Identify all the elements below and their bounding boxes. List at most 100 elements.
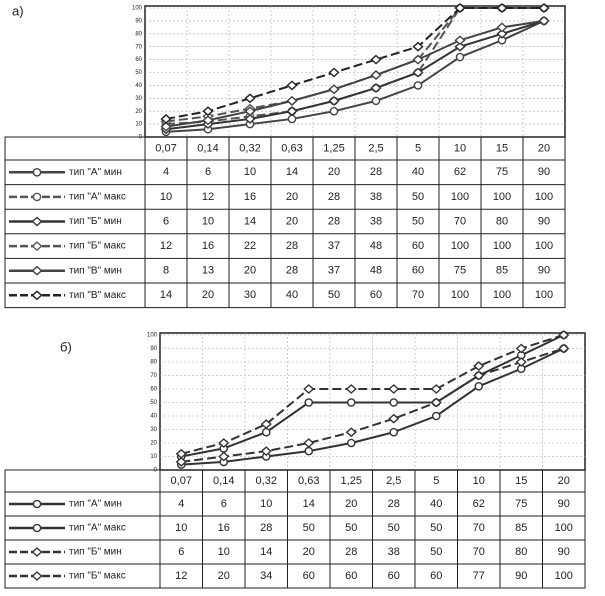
marker (31, 571, 43, 581)
y-tick-label: 80 (150, 360, 157, 366)
y-tick-label: 10 (150, 454, 157, 460)
table-cell: 50 (303, 522, 315, 534)
table-cell: 62 (473, 498, 485, 510)
table-cell: 10 (244, 166, 256, 178)
table-cell: 10 (175, 522, 187, 534)
marker (160, 121, 172, 132)
table-cell: 90 (538, 215, 550, 227)
legend-label: тип "Б" макс (69, 571, 126, 582)
marker (430, 397, 442, 408)
table-cell: 100 (451, 191, 469, 203)
y-tick-label: 30 (150, 427, 157, 433)
marker (346, 398, 356, 407)
table-cell: 13 (202, 265, 214, 277)
y-tick-label: 40 (135, 83, 142, 89)
y-tick-label: 100 (147, 333, 158, 339)
table-cell: 12 (202, 191, 214, 203)
legend-label: тип "А" мин (69, 167, 122, 178)
marker (345, 384, 357, 394)
table-cell: 75 (454, 265, 466, 277)
table-cell: 48 (370, 240, 382, 252)
marker (389, 398, 399, 407)
marker (31, 216, 43, 227)
x-tick-label: 2,5 (368, 142, 383, 154)
table-cell: 6 (163, 215, 169, 227)
table-cell: 90 (558, 498, 570, 510)
legend-label: тип "А" мин (69, 499, 122, 510)
table-cell: 100 (555, 570, 573, 582)
marker (160, 114, 172, 124)
marker (430, 384, 442, 394)
table-cell: 85 (515, 522, 527, 534)
table-cell: 16 (244, 191, 256, 203)
table-cell: 70 (454, 215, 466, 227)
marker (412, 67, 424, 78)
series-line (181, 347, 565, 463)
marker (371, 96, 381, 106)
table-cell: 14 (244, 215, 256, 227)
table-cell: 28 (286, 240, 298, 252)
table-cell: 20 (286, 191, 298, 203)
legend-label: тип "А" макс (69, 523, 126, 534)
table-cell: 6 (205, 166, 211, 178)
marker (431, 411, 441, 421)
series-line (181, 334, 565, 458)
marker (454, 35, 466, 46)
y-tick-label: 20 (150, 441, 157, 447)
table-cell: 28 (260, 522, 272, 534)
marker (202, 106, 214, 117)
marker (558, 343, 570, 354)
table-cell: 100 (535, 289, 553, 301)
x-tick-label: 5 (415, 142, 421, 154)
table-cell: 28 (370, 166, 382, 178)
table-cell: 77 (473, 570, 485, 582)
y-tick-label: 10 (135, 122, 142, 128)
marker (175, 448, 187, 459)
table-cell: 20 (303, 546, 315, 558)
series-line (165, 19, 545, 131)
table-cell: 37 (328, 265, 340, 277)
marker (388, 384, 400, 394)
x-tick-label: 20 (538, 142, 550, 154)
table-cell: 8 (163, 265, 169, 277)
marker (286, 106, 298, 117)
table-cell: 100 (493, 289, 511, 301)
table-cell: 20 (345, 498, 357, 510)
marker (202, 115, 214, 126)
marker (175, 456, 187, 467)
y-tick-label: 40 (150, 414, 157, 420)
table-cell: 28 (328, 191, 340, 203)
marker (538, 15, 550, 26)
table-cell: 100 (555, 522, 573, 534)
marker (370, 83, 382, 93)
marker (454, 3, 466, 13)
marker (260, 446, 272, 457)
series-line (181, 334, 565, 455)
marker (328, 84, 340, 95)
table-cell: 20 (286, 215, 298, 227)
marker (304, 398, 314, 407)
table-cell: 100 (493, 240, 511, 252)
table-cell: 20 (328, 166, 340, 178)
table-cell: 6 (221, 498, 227, 510)
marker (244, 114, 256, 124)
marker (32, 167, 42, 177)
marker (244, 106, 256, 117)
table-cell: 28 (388, 498, 400, 510)
marker (496, 22, 508, 33)
table-cell: 6 (178, 546, 184, 558)
y-tick-label: 90 (135, 18, 142, 24)
table-cell: 60 (430, 570, 442, 582)
marker (538, 3, 550, 13)
table-cell: 62 (454, 166, 466, 178)
table-cell: 50 (345, 522, 357, 534)
marker (515, 357, 527, 367)
table-cell: 40 (286, 289, 298, 301)
y-tick-label: 70 (150, 373, 157, 379)
table-cell: 100 (451, 240, 469, 252)
marker (260, 419, 272, 430)
x-tick-label: 2,5 (386, 475, 401, 487)
table-cell: 50 (328, 289, 340, 301)
table-cell: 12 (160, 240, 172, 252)
table-cell: 85 (496, 265, 508, 277)
